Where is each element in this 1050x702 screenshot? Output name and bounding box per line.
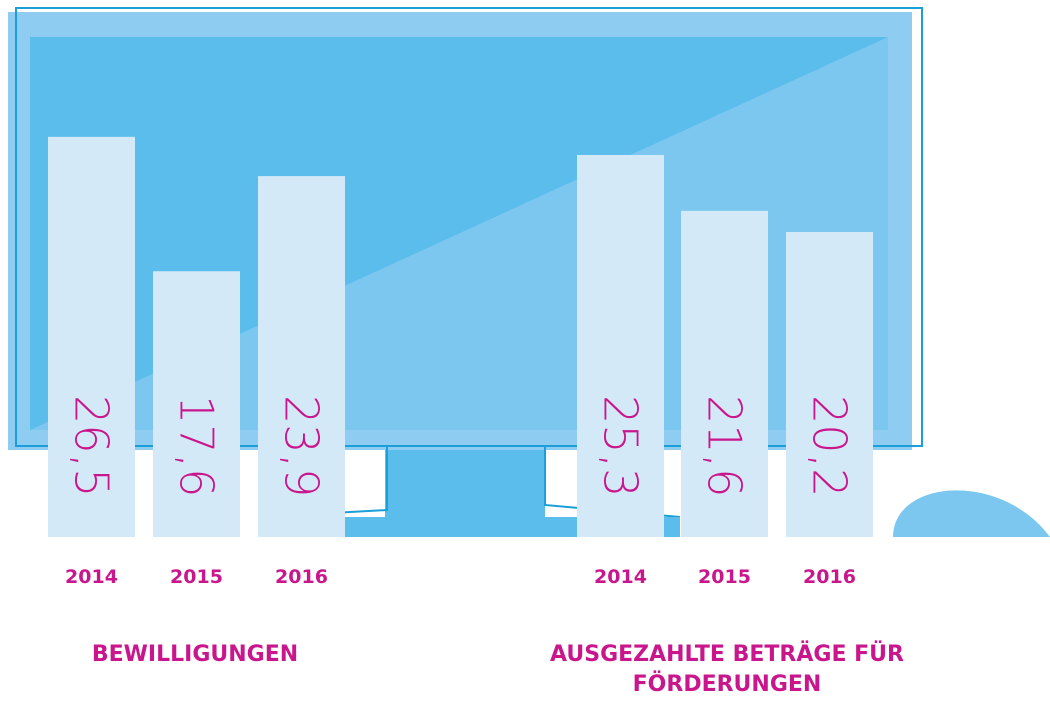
- value-label: 25,3: [594, 395, 648, 497]
- bar: [577, 154, 664, 537]
- x-tick-label: 2015: [698, 566, 751, 588]
- bar: [681, 210, 768, 537]
- x-tick-label: 2016: [803, 566, 856, 588]
- bar: [48, 136, 135, 537]
- value-label: 20,2: [803, 395, 857, 497]
- group-title: BEWILLIGUNGEN: [91, 642, 299, 667]
- bar: [258, 176, 345, 538]
- screen-reflection: [30, 37, 888, 430]
- value-label: 21,6: [698, 395, 752, 497]
- value-label: 17,6: [170, 395, 224, 497]
- monitor-base: [260, 517, 680, 537]
- x-tick-label: 2015: [170, 566, 223, 588]
- bar: [153, 271, 240, 537]
- x-tick-label: 2016: [275, 566, 328, 588]
- mouse: [893, 490, 1050, 537]
- value-label: 23,9: [275, 395, 329, 497]
- value-label: 26,5: [65, 395, 119, 497]
- x-tick-label: 2014: [65, 566, 118, 588]
- monitor-outline: [15, 7, 923, 447]
- group-title: AUSGEZAHLTE BETRÄGE FÜR FÖRDERUNGEN: [550, 642, 904, 697]
- bar: [786, 231, 873, 538]
- x-tick-label: 2014: [594, 566, 647, 588]
